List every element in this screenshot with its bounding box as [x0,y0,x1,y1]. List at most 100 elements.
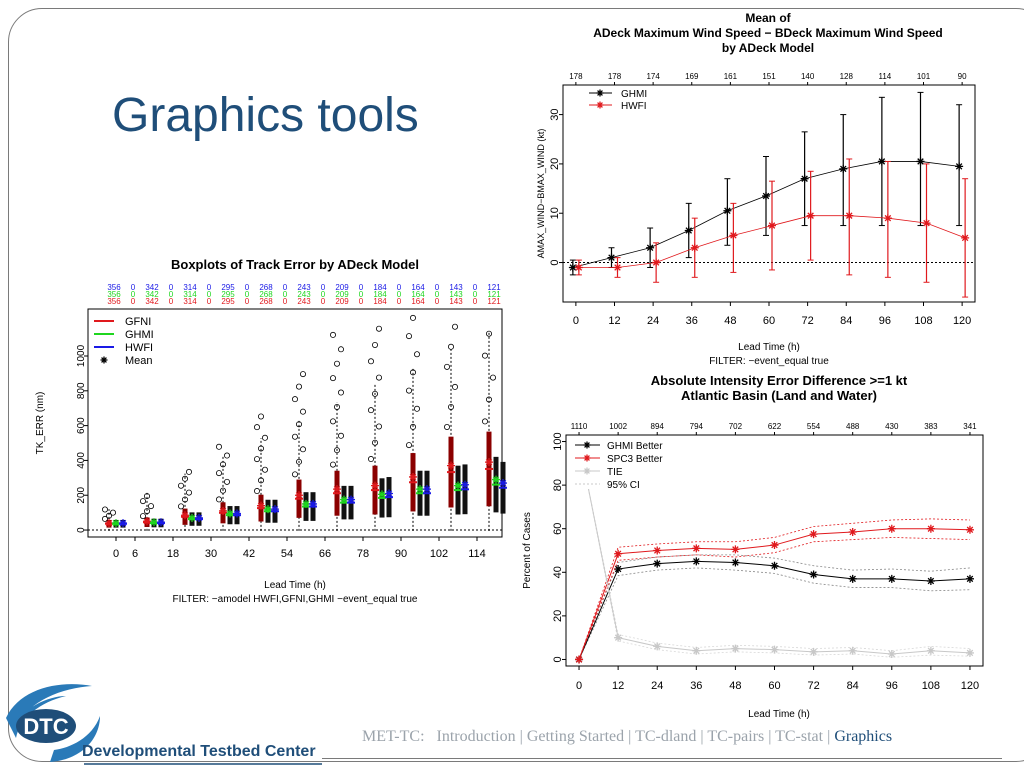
outlier-point [185,468,192,475]
x-tick-label: 48 [724,315,736,327]
outlier-point [140,498,147,505]
data-point [607,253,616,262]
outlier-point [215,496,222,503]
count-label: 488 [846,422,860,431]
footer-separator: | [519,728,527,745]
logo-badge-icon [16,709,76,743]
count-label: 383 [924,422,938,431]
chart-title: Absolute Intensity Error Difference >=1 … [651,373,908,388]
count-label: 268 [259,297,273,306]
count-label: 0 [359,283,364,292]
footer-link-introduction[interactable]: Introduction [436,728,516,745]
count-label: 0 [473,297,478,306]
count-label: 0 [283,297,288,306]
chart-filter: FILTER: −event_equal true [709,356,829,367]
x-axis-label: Lead Time (h) [738,342,800,353]
y-axis-label: Percent of Cases [522,512,533,589]
count-label: 0 [131,283,136,292]
x-tick-label: 78 [357,548,369,560]
data-point [692,646,701,655]
count-label: 0 [435,297,440,306]
count-label: 0 [169,283,174,292]
legend-box [568,437,700,489]
count-label: 268 [259,290,273,299]
count-label: 0 [397,297,402,306]
outlier-point [405,442,412,449]
count-label: 430 [885,422,899,431]
x-tick-label: 120 [953,315,971,327]
data-point [614,565,623,574]
outlier-point [257,413,264,420]
x-tick-label: 60 [768,680,780,692]
mean-marker [454,481,462,490]
outlier-point [295,458,302,465]
mean-marker [188,513,196,522]
count-label: 0 [245,283,250,292]
outlier-point [291,471,298,478]
outlier-point [261,466,268,473]
legend-marker [583,454,591,462]
outlier-point [329,418,336,425]
footer-link-graphics[interactable]: Graphics [834,728,893,745]
count-label: 140 [801,72,815,81]
slide-frame [8,8,1024,762]
outlier-point [333,360,340,367]
outlier-point [485,396,492,403]
outlier-point [106,512,113,519]
data-point [839,164,848,173]
count-label: 0 [397,290,402,299]
outlier-point [481,352,488,359]
count-label: 314 [183,283,197,292]
count-label: 151 [762,72,776,81]
count-label: 314 [183,297,197,306]
y-axis-label: TK_ERR (nm) [35,392,46,455]
mean-marker [257,501,265,510]
chart-title: Mean of [745,11,791,25]
data-point [922,219,931,228]
count-label: 114 [878,72,891,81]
count-label: 169 [685,72,699,81]
footer-link-tc-pairs[interactable]: TC-pairs [707,728,765,745]
outlier-point [405,333,412,340]
footer-rule [322,758,1002,759]
data-point [926,577,935,586]
y-tick-label: 800 [76,382,87,399]
data-point [965,525,974,534]
x-tick-label: 90 [395,548,407,560]
x-tick-label: 18 [167,548,179,560]
y-tick-label: 10 [549,207,561,219]
chart-title: by ADeck Model [722,41,814,55]
data-point [955,162,964,171]
count-label: 0 [169,297,174,306]
footer-link-tc-dland[interactable]: TC-dland [635,728,697,745]
mean-marker [119,519,127,528]
y-tick-label: 0 [549,259,561,265]
ci-line [578,518,970,660]
outlier-point [333,403,340,410]
count-label: 178 [569,72,583,81]
count-label: 894 [651,422,665,431]
data-point [652,258,661,267]
mean-marker [181,511,189,520]
x-tick-label: 24 [651,680,663,692]
chart-title: Atlantic Basin (Land and Water) [681,388,877,403]
outlier-point [299,371,306,378]
outlier-point [219,487,226,494]
footer-link-getting-started[interactable]: Getting Started [526,728,625,745]
mean-marker [378,490,386,499]
footer-link-tc-stat[interactable]: TC-stat [775,728,824,745]
legend-label: 95% CI [607,480,640,491]
count-label: 143 [449,283,463,292]
boxplot-svg: Boxplots of Track Error by ADeck Model02… [35,257,507,605]
data-point [653,546,662,555]
outlier-point [375,325,382,332]
data-point [926,524,935,533]
data-point [614,549,623,558]
count-label: 0 [321,283,326,292]
count-label: 121 [487,297,501,306]
mean-marker [499,479,507,488]
x-tick-label: 108 [914,315,932,327]
count-label: 184 [373,283,387,292]
count-label: 243 [297,283,311,292]
